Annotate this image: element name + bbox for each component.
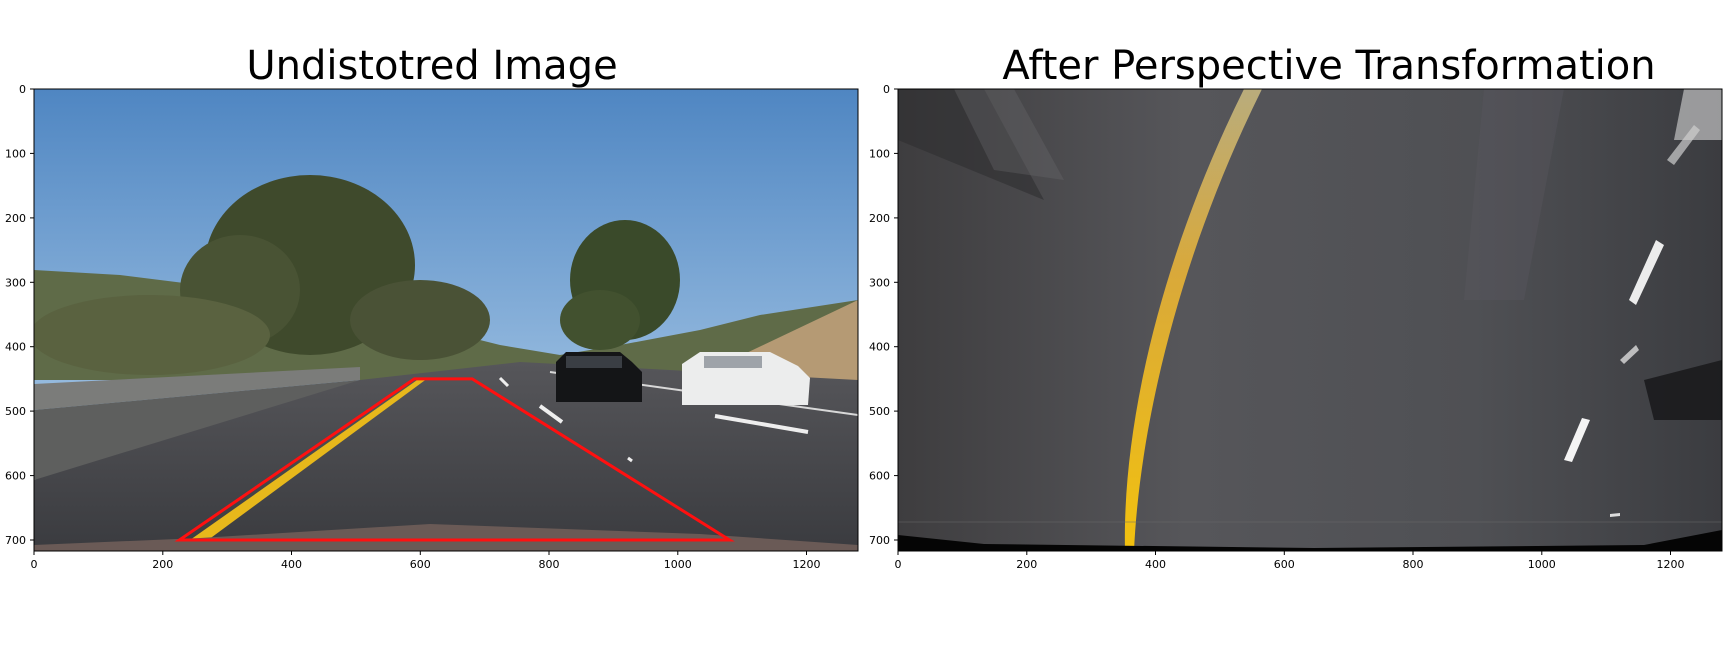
left-y-ticks: 0 100 200 300 400 500 600 700 <box>5 83 34 547</box>
x-tick-label: 400 <box>281 558 302 571</box>
y-tick-label: 600 <box>5 470 26 483</box>
x-tick-label: 0 <box>31 558 38 571</box>
x-tick-label: 1200 <box>793 558 821 571</box>
y-tick-label: 400 <box>869 341 890 354</box>
x-tick-label: 800 <box>1403 558 1424 571</box>
x-tick-label: 600 <box>1274 558 1295 571</box>
y-tick-label: 100 <box>5 147 26 160</box>
x-tick-label: 400 <box>1145 558 1166 571</box>
left-plot: 0 100 200 300 400 500 600 700 0 200 400 … <box>5 83 859 571</box>
x-tick-label: 200 <box>1016 558 1037 571</box>
y-tick-label: 500 <box>869 405 890 418</box>
right-panel-title: After Perspective Transformation <box>1002 43 1656 89</box>
y-tick-label: 700 <box>869 534 890 547</box>
y-tick-label: 500 <box>5 405 26 418</box>
road-photo <box>34 89 858 551</box>
y-tick-label: 200 <box>869 212 890 225</box>
y-tick-label: 0 <box>883 83 890 96</box>
x-tick-label: 1200 <box>1657 558 1685 571</box>
y-tick-label: 300 <box>869 276 890 289</box>
left-x-ticks: 0 200 400 600 800 1000 1200 <box>31 551 821 571</box>
left-panel-title: Undistotred Image <box>246 43 618 89</box>
right-y-ticks: 0 100 200 300 400 500 600 700 <box>869 83 898 547</box>
warped-road-photo <box>898 89 1722 551</box>
x-tick-label: 0 <box>895 558 902 571</box>
x-tick-label: 200 <box>152 558 173 571</box>
y-tick-label: 700 <box>5 534 26 547</box>
y-tick-label: 0 <box>19 83 26 96</box>
y-tick-label: 200 <box>5 212 26 225</box>
right-x-ticks: 0 200 400 600 800 1000 1200 <box>895 551 1685 571</box>
right-plot: 0 100 200 300 400 500 600 700 0 200 400 … <box>869 83 1723 571</box>
y-tick-label: 300 <box>5 276 26 289</box>
right-axes-frame <box>897 88 1723 552</box>
y-tick-label: 100 <box>869 147 890 160</box>
x-tick-label: 800 <box>539 558 560 571</box>
y-tick-label: 600 <box>869 470 890 483</box>
x-tick-label: 1000 <box>1528 558 1556 571</box>
y-tick-label: 400 <box>5 341 26 354</box>
left-panel: Undistotred Image <box>5 43 859 571</box>
roi-trapezoid <box>174 377 735 542</box>
x-tick-label: 1000 <box>664 558 692 571</box>
left-axes-frame <box>33 88 859 552</box>
right-panel: After Perspective Transformation <box>864 0 1728 648</box>
x-tick-label: 600 <box>410 558 431 571</box>
